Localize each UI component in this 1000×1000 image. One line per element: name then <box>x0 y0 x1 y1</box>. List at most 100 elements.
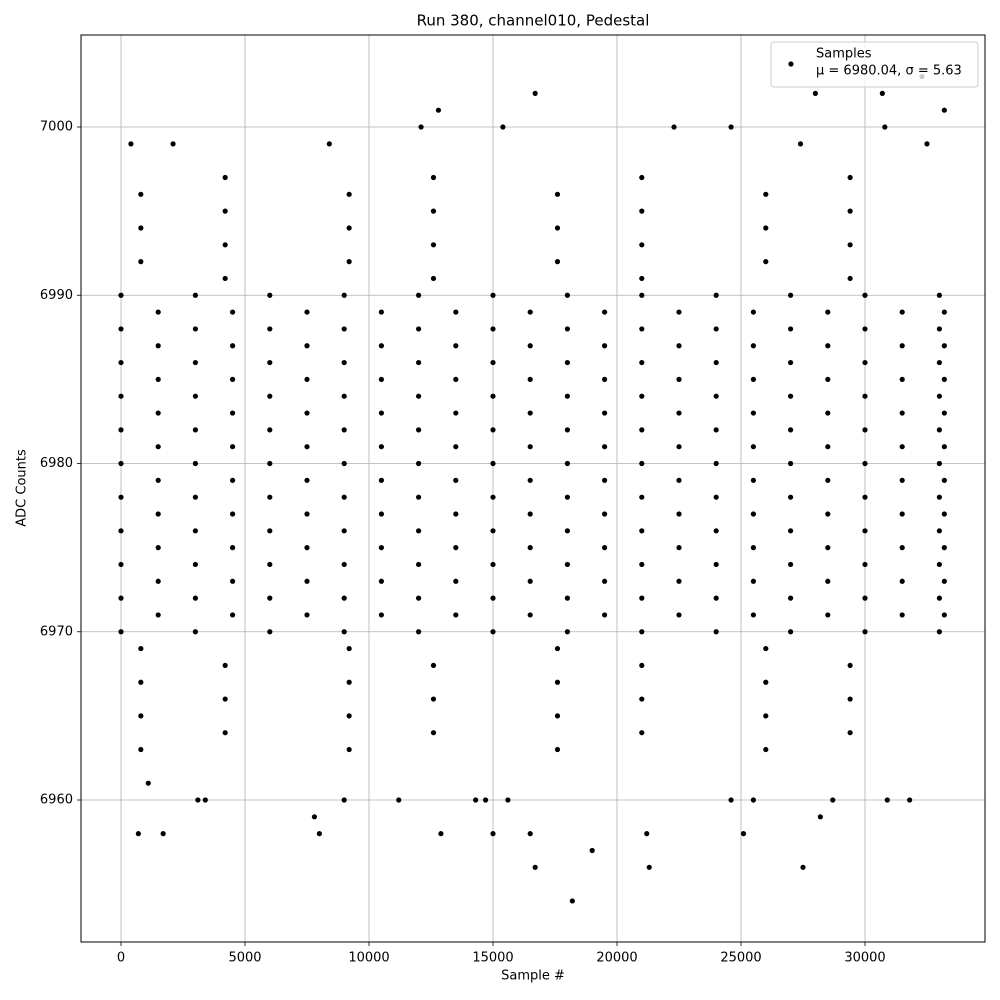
data-point <box>430 275 437 282</box>
data-point <box>304 444 310 450</box>
data-point <box>378 376 384 382</box>
data-point <box>138 746 144 753</box>
data-point <box>787 359 794 366</box>
data-point <box>676 578 682 584</box>
data-point <box>713 292 719 298</box>
data-point <box>138 645 144 652</box>
data-point <box>713 494 719 500</box>
data-point <box>230 376 236 382</box>
data-point <box>267 292 273 298</box>
data-point <box>639 393 645 399</box>
data-point <box>304 545 310 551</box>
data-point <box>304 511 310 517</box>
data-point <box>222 174 228 181</box>
data-point <box>750 376 756 382</box>
data-point <box>569 898 575 904</box>
data-point <box>554 679 561 685</box>
data-point <box>639 561 645 568</box>
data-point <box>418 124 424 130</box>
data-point <box>676 444 682 450</box>
data-point <box>155 477 161 483</box>
data-point <box>415 359 422 366</box>
data-point <box>118 561 124 568</box>
data-point <box>676 309 682 315</box>
data-point <box>899 444 905 450</box>
data-point <box>341 326 347 332</box>
data-point <box>490 629 496 635</box>
data-point <box>941 444 947 450</box>
data-point <box>378 410 384 416</box>
data-point <box>825 309 831 315</box>
data-point <box>341 427 347 433</box>
data-point <box>170 141 176 147</box>
data-point <box>862 595 868 601</box>
data-point <box>138 713 144 719</box>
data-point <box>936 561 942 568</box>
data-point <box>862 292 868 298</box>
data-point <box>639 696 645 702</box>
data-point <box>936 460 942 467</box>
data-point <box>430 174 437 181</box>
data-point <box>601 376 608 382</box>
data-point <box>564 292 570 298</box>
data-point <box>527 376 533 382</box>
data-point <box>936 629 942 635</box>
data-point <box>639 662 645 669</box>
data-point <box>378 612 384 618</box>
data-point <box>941 612 947 618</box>
data-point <box>817 814 823 820</box>
data-point <box>304 343 310 349</box>
data-point <box>847 208 853 214</box>
data-point <box>341 797 347 803</box>
data-point <box>862 393 868 399</box>
data-point <box>341 528 347 534</box>
data-point <box>825 477 831 483</box>
data-point <box>862 494 868 500</box>
data-point <box>676 511 682 517</box>
data-point <box>564 561 570 568</box>
data-point <box>601 545 608 551</box>
legend-annotation: μ = 6980.04, σ = 5.63 <box>816 64 962 79</box>
data-point <box>341 595 347 601</box>
data-point <box>899 410 905 416</box>
data-point <box>713 561 719 568</box>
data-point <box>564 460 570 467</box>
data-point <box>267 359 273 366</box>
plot-frame <box>80 34 986 943</box>
data-point <box>671 124 677 130</box>
data-point <box>527 831 533 837</box>
data-point <box>750 797 756 803</box>
x-tick-label: 5000 <box>228 951 261 966</box>
data-point <box>378 545 384 551</box>
data-point <box>311 814 318 820</box>
data-point <box>713 460 719 467</box>
data-point <box>936 528 942 534</box>
data-point <box>713 595 719 601</box>
data-point <box>639 292 645 298</box>
data-point <box>787 292 794 298</box>
data-point <box>192 629 199 635</box>
data-point <box>676 410 682 416</box>
data-point <box>750 545 756 551</box>
data-point <box>267 595 273 601</box>
data-point <box>527 612 533 618</box>
data-point <box>879 90 885 96</box>
data-point <box>646 864 652 870</box>
data-point <box>639 359 645 366</box>
data-point <box>601 444 608 450</box>
data-point <box>230 343 236 349</box>
data-point <box>941 343 947 349</box>
data-point <box>346 679 352 685</box>
data-point <box>825 578 831 584</box>
data-point <box>222 242 228 248</box>
data-point <box>564 326 570 332</box>
data-point <box>750 477 756 483</box>
data-point <box>453 545 459 551</box>
data-point <box>564 359 570 366</box>
x-axis-label: Sample # <box>501 969 565 984</box>
data-point <box>222 662 228 669</box>
data-point <box>304 612 310 618</box>
data-point <box>155 612 161 618</box>
data-point <box>862 460 868 467</box>
